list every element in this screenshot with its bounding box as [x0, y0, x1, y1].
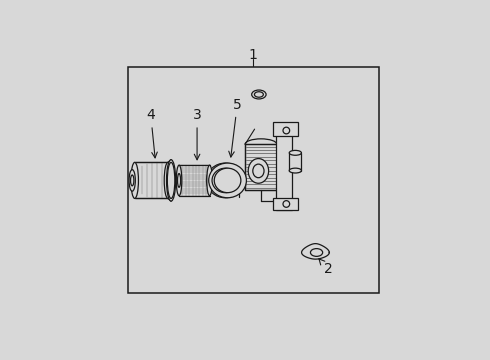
Text: 5: 5 — [229, 98, 242, 157]
Ellipse shape — [129, 170, 135, 191]
Circle shape — [283, 127, 290, 134]
Ellipse shape — [212, 168, 239, 193]
Ellipse shape — [176, 165, 182, 196]
Ellipse shape — [130, 175, 134, 186]
Bar — [275, 128, 292, 210]
Bar — [289, 153, 301, 171]
Bar — [179, 165, 210, 195]
Bar — [245, 144, 277, 190]
Text: 2: 2 — [319, 259, 333, 276]
Bar — [135, 162, 168, 198]
Bar — [128, 67, 379, 293]
Ellipse shape — [254, 92, 263, 97]
Bar — [273, 198, 298, 210]
Ellipse shape — [311, 249, 322, 256]
Ellipse shape — [131, 162, 139, 198]
Ellipse shape — [289, 168, 301, 173]
Ellipse shape — [252, 90, 266, 99]
Ellipse shape — [167, 160, 175, 201]
Ellipse shape — [164, 162, 171, 198]
Bar — [273, 122, 298, 136]
Ellipse shape — [207, 165, 212, 196]
Ellipse shape — [168, 162, 175, 198]
Ellipse shape — [209, 163, 246, 198]
Circle shape — [283, 201, 290, 207]
Polygon shape — [302, 244, 329, 259]
Text: 4: 4 — [147, 108, 157, 158]
Ellipse shape — [214, 168, 241, 193]
Text: 1: 1 — [249, 48, 258, 62]
Ellipse shape — [177, 174, 181, 187]
Text: 3: 3 — [193, 108, 201, 160]
Ellipse shape — [289, 150, 301, 155]
Ellipse shape — [206, 163, 244, 198]
Ellipse shape — [248, 158, 269, 183]
Ellipse shape — [253, 164, 264, 178]
